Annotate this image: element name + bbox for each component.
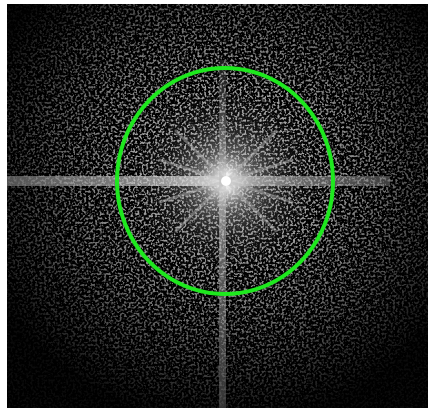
- vertical-streak: [219, 60, 226, 408]
- source-core: [221, 176, 231, 186]
- horizontal-streak: [7, 176, 390, 186]
- region-circle: [115, 66, 335, 296]
